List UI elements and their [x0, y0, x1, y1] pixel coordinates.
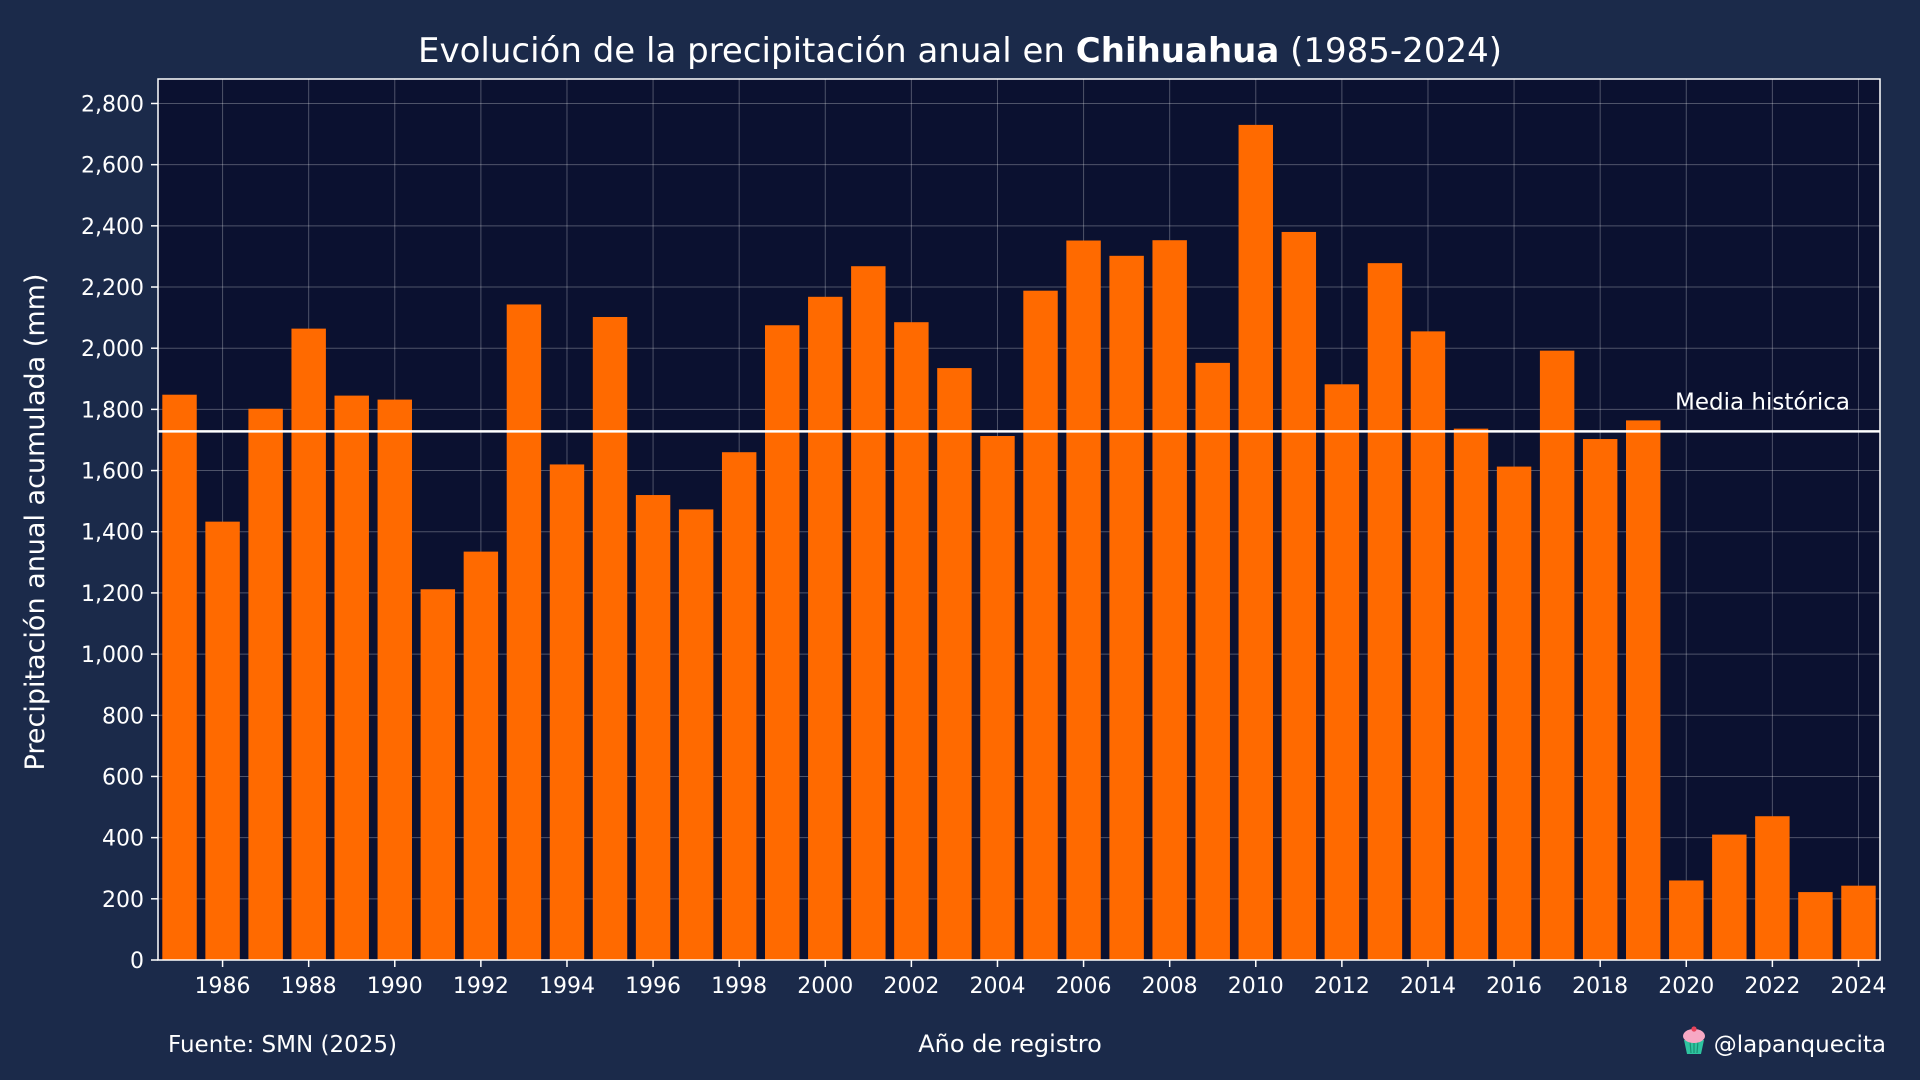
- bar-2023: [1798, 892, 1833, 960]
- chart-title-suffix: (1985-2024): [1279, 31, 1502, 71]
- bar-1990: [377, 399, 412, 960]
- bar-1986: [205, 521, 240, 960]
- bar-2017: [1539, 350, 1575, 960]
- y-tick-label: 800: [102, 704, 144, 729]
- x-axis-ticks: 1986 1988 1990 1992 1994 1996 1998 2000 2002 2004…: [195, 960, 1886, 999]
- bar-2002: [894, 322, 929, 960]
- x-tick-label: 2020: [1658, 974, 1714, 999]
- x-tick-label: 1996: [625, 974, 681, 999]
- bar-2013: [1367, 263, 1403, 961]
- x-tick-label: 1986: [195, 974, 251, 999]
- credit-handle: @lapanquecita: [1714, 1032, 1886, 1058]
- bar-1999: [765, 325, 800, 961]
- y-axis-ticks: 0 200 400 600 800 1,000 1,200 1,400 1,600 1,800 2,…: [81, 92, 158, 974]
- bar-2009: [1195, 362, 1230, 960]
- bar-1991: [420, 589, 456, 960]
- x-tick-label: 2002: [883, 974, 939, 999]
- bar-1993: [506, 304, 542, 961]
- y-tick-label: 400: [102, 827, 144, 852]
- y-tick-label: 1,000: [81, 643, 144, 668]
- y-tick-label: 1,800: [81, 398, 144, 423]
- bar-2019: [1626, 420, 1661, 960]
- chart-title-highlight: Chihuahua: [1076, 31, 1280, 71]
- x-tick-label: 2012: [1314, 974, 1370, 999]
- bar-1997: [678, 509, 714, 960]
- x-tick-label: 1988: [281, 974, 337, 999]
- bar-2003: [937, 368, 972, 960]
- bar-2012: [1324, 384, 1360, 960]
- bar-2011: [1281, 231, 1317, 960]
- plot-frame: [157, 78, 1881, 961]
- y-tick-label: 1,600: [81, 460, 144, 485]
- bar-1989: [334, 395, 369, 960]
- x-tick-label: 2000: [797, 974, 853, 999]
- bar-1987: [248, 408, 283, 960]
- y-tick-label: 200: [102, 888, 144, 913]
- bar-2016: [1496, 466, 1532, 960]
- bar-2000: [808, 296, 843, 961]
- bar-2007: [1109, 255, 1144, 961]
- x-tick-label: 1994: [539, 974, 595, 999]
- bar-2005: [1023, 290, 1058, 961]
- y-tick-label: 2,800: [81, 92, 144, 117]
- bar-2006: [1066, 240, 1101, 960]
- bar-2015: [1453, 428, 1489, 961]
- bar-2001: [851, 266, 886, 960]
- bar-1994: [549, 464, 585, 960]
- chart-title: Evolución de la precipitación anual en C…: [418, 31, 1502, 71]
- bars-group: [162, 124, 1876, 961]
- bar-2021: [1712, 834, 1747, 960]
- y-tick-label: 1,200: [81, 582, 144, 607]
- bar-1995: [592, 316, 628, 960]
- chart-title-prefix: Evolución de la precipitación anual en: [418, 31, 1076, 71]
- bar-2020: [1669, 880, 1704, 960]
- y-tick-label: 2,400: [81, 215, 144, 240]
- bar-1998: [721, 452, 757, 960]
- x-tick-label: 1992: [453, 974, 509, 999]
- bar-1996: [635, 495, 671, 960]
- x-tick-label: 1990: [367, 974, 423, 999]
- mean-line-label: Media histórica: [1675, 389, 1850, 415]
- y-tick-label: 1,400: [81, 521, 144, 546]
- x-tick-label: 2006: [1056, 974, 1112, 999]
- bar-2024: [1841, 885, 1876, 960]
- source-note: Fuente: SMN (2025): [168, 1032, 397, 1058]
- y-tick-label: 2,200: [81, 276, 144, 301]
- x-axis-label: Año de registro: [918, 1030, 1102, 1058]
- x-tick-label: 2024: [1830, 974, 1886, 999]
- mean-line-group: Media histórica: [158, 389, 1880, 433]
- bar-2014: [1410, 331, 1446, 961]
- y-tick-label: 2,600: [81, 154, 144, 179]
- x-tick-label: 2004: [969, 974, 1025, 999]
- x-tick-label: 2018: [1572, 974, 1628, 999]
- x-tick-label: 2016: [1486, 974, 1542, 999]
- y-tick-label: 0: [130, 949, 144, 974]
- x-tick-label: 2010: [1228, 974, 1284, 999]
- y-tick-label: 600: [102, 765, 144, 790]
- x-tick-label: 2008: [1142, 974, 1198, 999]
- x-tick-label: 2022: [1744, 974, 1800, 999]
- y-tick-label: 2,000: [81, 337, 144, 362]
- bar-2008: [1152, 240, 1187, 961]
- bar-2018: [1582, 439, 1618, 960]
- bar-1992: [463, 551, 499, 960]
- credit: @lapanquecita: [1683, 1026, 1886, 1058]
- y-axis-label: Precipitación anual acumulada (mm): [20, 274, 51, 771]
- bar-2004: [980, 435, 1015, 961]
- plot-area: [158, 79, 1880, 960]
- bar-2010: [1238, 124, 1273, 960]
- cupcake-icon: [1683, 1026, 1705, 1054]
- bar-1985: [162, 394, 197, 961]
- x-tick-label: 1998: [711, 974, 767, 999]
- bar-2022: [1755, 816, 1790, 960]
- x-tick-label: 2014: [1400, 974, 1456, 999]
- bar-1988: [291, 328, 326, 960]
